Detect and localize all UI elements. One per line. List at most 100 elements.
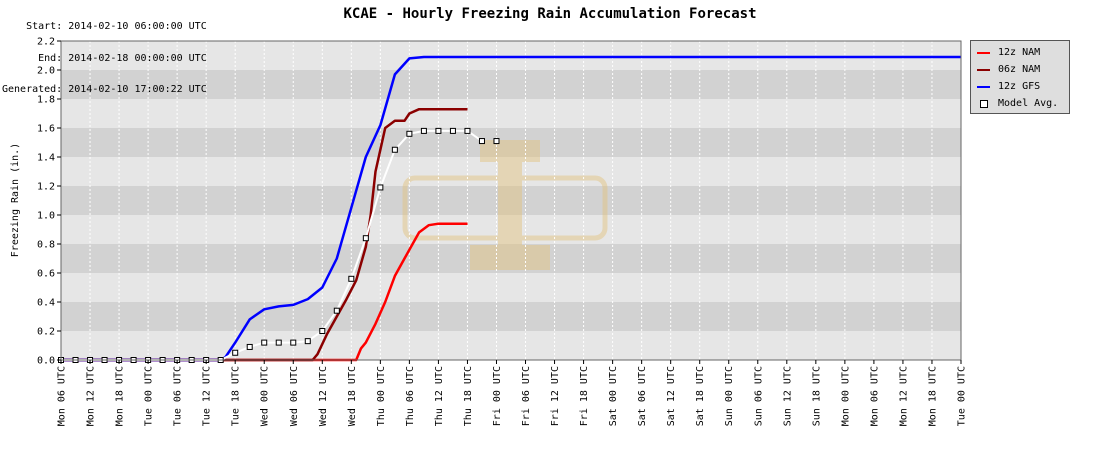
legend-item-model-avg: Model Avg. [971,95,1069,112]
legend-item-06z-nam: 06z NAM [971,61,1069,78]
x-tick-label: Sun 06 UTC [753,366,764,426]
x-tick-label: Fri 06 UTC [521,366,532,426]
model-avg-point [420,127,427,134]
series-line-06z-nam [61,107,468,362]
x-tick-label: Sun 12 UTC [782,366,793,426]
y-tick-label: 0.2 [37,327,55,338]
model-avg-point [333,307,340,314]
generated-label: Generated: [2,84,63,95]
generated-row: Generated: 2014-02-10 17:00:22 UTC [2,84,207,96]
x-tick-label: Mon 12 UTC [898,366,909,426]
x-tick-label: Tue 00 UTC [957,366,968,426]
x-tick-label: Sat 00 UTC [608,366,619,426]
x-tick-label: Mon 00 UTC [840,366,851,426]
y-tick-label: 1.6 [37,124,55,135]
x-tick-label: Fri 12 UTC [550,366,561,426]
series-layer [61,55,961,362]
legend-label: 12z GFS [998,81,1041,92]
model-avg-point [261,339,268,346]
y-tick-labels: 0.0 0.2 0.4 0.6 0.8 1.0 1.2 1.4 1.6 1.8 2.0 2.2 [37,37,61,367]
x-tick-labels: Mon 06 UTC Mon 12 UTC Mon 18 UTC Tue 00 UTC… [57,360,968,426]
y-tick-label: 0.6 [37,269,55,280]
model-avg-point [391,146,398,153]
y-tick-label: 2.0 [37,66,55,77]
x-tick-label: Sat 18 UTC [695,366,706,426]
model-avg-point [406,130,413,137]
x-tick-label: Sat 12 UTC [666,366,677,426]
y-tick-label: 0.0 [37,356,55,367]
x-tick-label: Tue 12 UTC [202,366,213,426]
x-tick-label: Thu 00 UTC [376,366,387,426]
legend-swatch [977,68,990,71]
model-avg-point [478,138,485,145]
x-tick-label: Wed 00 UTC [260,366,271,426]
plot-band [61,302,961,331]
model-avg-point [246,343,253,350]
x-tick-label: Mon 18 UTC [927,366,938,426]
generated-value: 2014-02-10 17:00:22 UTC [68,84,207,95]
model-avg-point [232,349,239,356]
y-axis-label: Freezing Rain (in.) [10,143,21,257]
y-tick-label: 0.4 [37,298,55,309]
y-tick-label: 0.8 [37,240,55,251]
x-tick-label: Wed 18 UTC [347,366,358,426]
model-avg-point [464,127,471,134]
legend-item-12z-gfs: 12z GFS [971,78,1069,95]
x-tick-label: Sun 18 UTC [811,366,822,426]
model-avg-point [275,339,282,346]
x-tick-label: Mon 12 UTC [86,366,97,426]
x-tick-label: Tue 00 UTC [144,366,155,426]
plot-band [61,157,961,186]
x-tick-label: Fri 00 UTC [492,366,503,426]
x-tick-label: Thu 06 UTC [405,366,416,426]
plot-band [61,331,961,360]
legend-marker-square [980,99,988,108]
chart-title: KCAE - Hourly Freezing Rain Accumulation… [343,6,757,22]
legend-item-12z-nam: 12z NAM [971,44,1069,61]
model-avg-point [348,275,355,282]
y-tick-label: 1.4 [37,153,55,164]
x-tick-label: Sun 00 UTC [724,366,735,426]
end-label: End: [38,52,63,64]
x-tick-label: Mon 06 UTC [869,366,880,426]
legend-label: 06z NAM [998,64,1041,75]
plot-band [61,41,961,70]
x-tick-label: Wed 06 UTC [289,366,300,426]
run-metadata: Start: 2014-02-10 06:00:00 UTC End: 2014… [2,1,207,117]
model-avg-point [377,184,384,191]
plot-band [61,215,961,244]
legend-label: Model Avg. [998,98,1059,109]
plot-band [61,70,961,99]
model-avg-point [435,127,442,134]
y-tick-label: 1.2 [37,182,55,193]
x-tick-label: Sat 06 UTC [637,366,648,426]
legend: 12z NAM 06z NAM 12z GFS Model Avg. [970,40,1070,114]
x-tick-label: Mon 06 UTC [57,366,68,426]
x-tick-label: Tue 06 UTC [173,366,184,426]
plot-band [61,128,961,157]
grid-lines [60,41,962,360]
series-line-12z-nam [61,222,468,362]
plot-background [61,41,961,360]
model-avg-point [290,339,297,346]
y-tick-label: 1.8 [37,95,55,106]
x-tick-label: Wed 12 UTC [318,366,329,426]
series-line-12z-gfs [61,55,961,362]
y-tick-label: 1.0 [37,211,55,222]
isu-logo-watermark [402,140,608,270]
model-avg-point [493,138,500,145]
plot-band [61,99,961,128]
start-value: 2014-02-10 06:00:00 UTC [68,21,207,32]
legend-label: 12z NAM [998,47,1041,58]
legend-swatch [977,51,990,54]
legend-swatch [977,85,990,88]
model-avg-point [449,127,456,134]
axes [60,40,962,361]
model-avg-point [319,328,326,334]
x-tick-label: Mon 18 UTC [115,366,126,426]
x-tick-label: Fri 18 UTC [579,366,590,426]
plot-frame [60,40,962,361]
x-tick-label: Tue 18 UTC [231,366,242,426]
